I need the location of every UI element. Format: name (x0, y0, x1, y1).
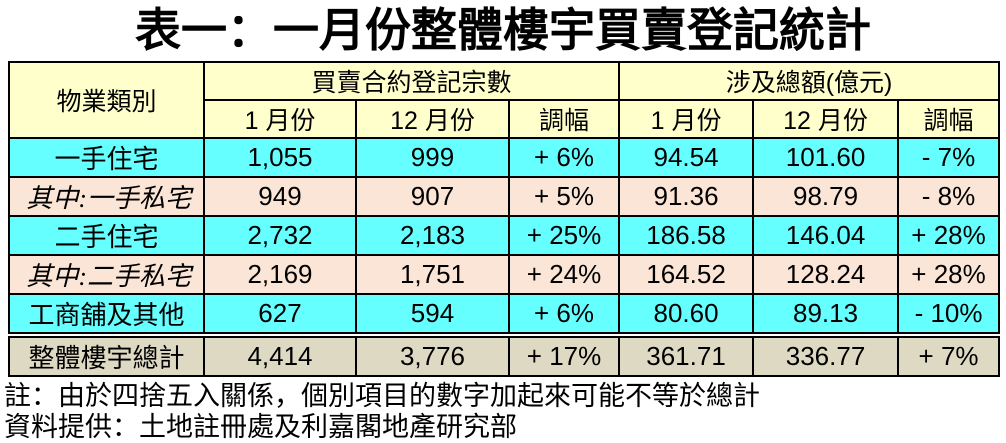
cell-amount-jan: 91.36 (618, 176, 755, 217)
cell-amount-change: - 8% (897, 176, 1001, 217)
table-row-first-hand: 一手住宅 1,055 999 + 6% 94.54 101.60 - 7% (8, 137, 1001, 178)
cell-count-jan: 627 (203, 293, 357, 336)
cell-count-dec: 999 (355, 137, 510, 178)
table-row-commercial-other: 工商舖及其他 627 594 + 6% 80.60 89.13 - 10% (8, 293, 1001, 336)
cell-amount-dec: 101.60 (752, 137, 900, 178)
cell-amount-dec: 336.77 (752, 332, 900, 377)
property-registration-table: 物業類別 買賣合約登記宗數 涉及總額(億元) 1 月份 12 月份 調幅 1 月… (8, 61, 1001, 377)
column-header-count-jan: 1 月份 (203, 99, 357, 139)
cell-amount-jan: 164.52 (618, 254, 755, 295)
row-category: 二手住宅 (8, 215, 205, 256)
page-title: 表一：一月份整體樓宇買賣登記統計 (135, 4, 871, 56)
cell-count-jan: 1,055 (203, 137, 357, 178)
cell-amount-change: + 7% (897, 332, 1001, 377)
group-header-total-amount: 涉及總額(億元) (618, 61, 1001, 101)
cell-count-dec: 907 (355, 176, 510, 217)
table-row-second-hand: 二手住宅 2,732 2,183 + 25% 186.58 146.04 + 2… (8, 215, 1001, 256)
footnotes: 註：由於四捨五入關係，個別項目的數字加起來可能不等於總計 資料提供：土地註冊處及… (4, 381, 1006, 443)
cell-count-jan: 4,414 (203, 332, 357, 377)
column-header-count-change: 調幅 (507, 99, 621, 139)
cell-count-dec: 3,776 (355, 332, 510, 377)
cell-count-change: + 6% (507, 137, 621, 178)
cell-count-dec: 1,751 (355, 254, 510, 295)
cell-amount-jan: 186.58 (618, 215, 755, 256)
sub-header-row: 1 月份 12 月份 調幅 1 月份 12 月份 調幅 (9, 99, 1001, 139)
note-source: 資料提供：土地註冊處及利嘉閣地產研究部 (4, 412, 517, 442)
table-row-second-hand-private: 其中:二手私宅 2,169 1,751 + 24% 164.52 128.24 … (8, 254, 1001, 295)
row-category: 一手住宅 (8, 137, 205, 178)
cell-amount-change: - 10% (897, 293, 1001, 336)
column-header-category: 物業類別 (8, 61, 205, 139)
column-header-count-dec: 12 月份 (355, 99, 510, 139)
cell-count-dec: 594 (355, 293, 510, 336)
row-category: 其中:一手私宅 (8, 176, 205, 217)
cell-amount-change: - 7% (897, 137, 1001, 178)
table-row-overall-total: 整體樓宇總計 4,414 3,776 + 17% 361.71 336.77 +… (8, 332, 1001, 377)
group-header-contract-count: 買賣合約登記宗數 (202, 61, 621, 101)
note-rounding: 註：由於四捨五入關係，個別項目的數字加起來可能不等於總計 (4, 381, 760, 411)
row-category: 工商舖及其他 (8, 293, 205, 336)
cell-count-change: + 17% (507, 332, 621, 377)
cell-amount-change: + 28% (897, 215, 1001, 256)
row-category: 其中:二手私宅 (8, 254, 205, 295)
cell-count-jan: 2,169 (203, 254, 357, 295)
column-header-amount-jan: 1 月份 (618, 99, 755, 139)
cell-amount-dec: 89.13 (752, 293, 900, 336)
cell-count-change: + 6% (507, 293, 621, 336)
cell-amount-jan: 80.60 (618, 293, 755, 336)
cell-count-jan: 2,732 (203, 215, 357, 256)
column-header-amount-change: 調幅 (897, 99, 1001, 139)
table-row-first-hand-private: 其中:一手私宅 949 907 + 5% 91.36 98.79 - 8% (8, 176, 1001, 217)
cell-count-dec: 2,183 (355, 215, 510, 256)
cell-amount-dec: 98.79 (752, 176, 900, 217)
cell-amount-dec: 128.24 (752, 254, 900, 295)
cell-count-jan: 949 (203, 176, 357, 217)
cell-amount-dec: 146.04 (752, 215, 900, 256)
column-header-amount-dec: 12 月份 (752, 99, 900, 139)
cell-amount-jan: 361.71 (618, 332, 755, 377)
cell-amount-jan: 94.54 (618, 137, 755, 178)
cell-count-change: + 5% (507, 176, 621, 217)
cell-count-change: + 24% (507, 254, 621, 295)
cell-count-change: + 25% (507, 215, 621, 256)
group-header-row: 物業類別 買賣合約登記宗數 涉及總額(億元) (8, 61, 1001, 139)
row-category: 整體樓宇總計 (8, 332, 205, 377)
cell-amount-change: + 28% (897, 254, 1001, 295)
